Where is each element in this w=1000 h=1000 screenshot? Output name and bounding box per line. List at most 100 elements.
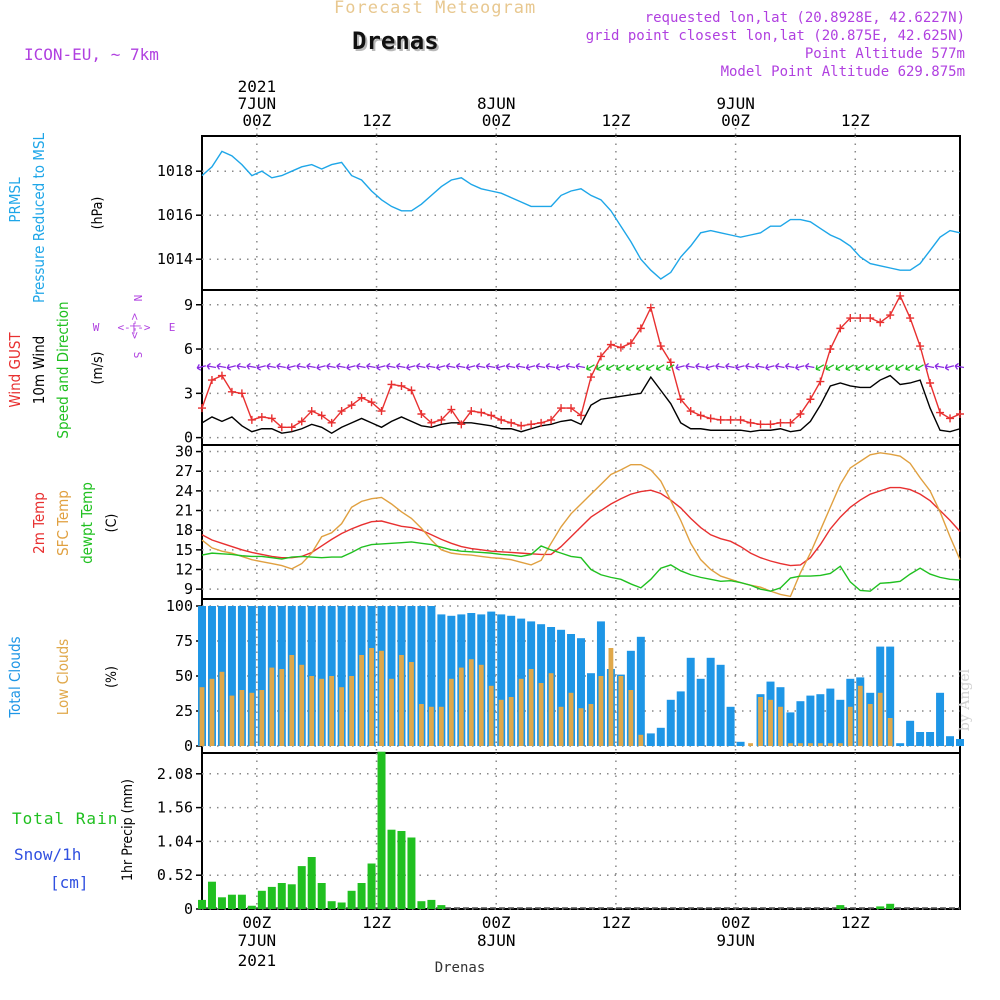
gust-marker	[327, 418, 336, 427]
low-cloud-bar	[219, 671, 225, 746]
wind-direction-arrow	[665, 364, 675, 371]
wind-direction-arrow	[386, 362, 396, 370]
top-year-label: 2021	[238, 77, 277, 96]
low-cloud-bar	[448, 678, 454, 746]
low-cloud-bar	[359, 655, 364, 746]
gust-marker	[547, 415, 556, 424]
wind-direction-arrow	[595, 364, 605, 371]
footer-location: Drenas	[435, 960, 486, 976]
bottom-time-tick-label: 12Z	[601, 913, 630, 932]
wind-direction-arrow	[615, 364, 625, 371]
low-cloud-bar	[399, 655, 404, 746]
top-time-tick-label: 00Z	[482, 111, 511, 130]
wind-direction-arrow	[825, 364, 835, 371]
panel-1-tick-label: 1014	[157, 250, 193, 268]
gust-marker	[726, 415, 735, 424]
rain-bar	[387, 829, 396, 909]
wind-direction-arrow	[705, 364, 715, 371]
low-cloud-bar	[847, 706, 853, 746]
gust-marker	[656, 342, 665, 351]
low-cloud-bar	[778, 706, 783, 746]
wind-direction-arrow	[535, 362, 546, 370]
total-cloud-bar	[656, 727, 665, 746]
wind-direction-arrow	[286, 364, 296, 371]
model-label: ICON-EU, ~ 7km	[24, 45, 159, 64]
low-cloud-bar	[588, 704, 594, 746]
gust-marker	[407, 386, 416, 395]
gust-marker	[307, 407, 316, 416]
low-cloud-bar	[817, 743, 823, 746]
wind-direction-arrow	[775, 362, 785, 370]
total-cloud-bar	[247, 606, 256, 746]
top-time-tick-label: 00Z	[242, 111, 271, 130]
total-cloud-bar	[557, 629, 566, 746]
gust-marker	[646, 303, 655, 312]
total-cloud-bar	[836, 699, 845, 746]
low-cloud-bar	[239, 690, 245, 746]
total-cloud-bar	[237, 606, 246, 746]
wind-direction-arrow	[934, 362, 945, 370]
clouds-unit-label: (%)	[104, 666, 120, 688]
gust-marker	[477, 408, 486, 417]
low-cloud-bar	[568, 692, 574, 746]
compass-ns-arrow: <-|->	[128, 312, 141, 339]
wind-direction-arrow	[425, 362, 436, 370]
rain-bar	[307, 857, 316, 909]
wind-direction-arrow	[765, 364, 775, 371]
total-cloud-bar	[497, 614, 506, 746]
panel-5-tick-label: 1.56	[157, 799, 193, 817]
low-cloud-bar	[837, 743, 843, 746]
wind-direction-arrow	[296, 362, 306, 370]
rain-bar	[247, 905, 256, 909]
panel-3-tick-label: 12	[175, 561, 193, 579]
rain-bar	[198, 899, 206, 909]
gust-marker	[377, 407, 386, 416]
low-cloud-bar	[229, 695, 235, 746]
rain-bar	[267, 886, 276, 909]
wind-direction-arrow	[635, 364, 645, 371]
rain-bar	[217, 897, 226, 909]
rain-bar	[337, 902, 346, 909]
credit-text: by Angel	[957, 668, 974, 732]
panel-frame-1	[201, 135, 961, 291]
temp-sfc-label: SFC Temp	[54, 490, 72, 556]
wind-direction-arrow	[236, 362, 246, 370]
compass-e: E	[169, 321, 176, 334]
snow-unit-label: [cm]	[50, 873, 89, 892]
gust-marker	[706, 414, 715, 423]
gust-marker	[227, 387, 236, 396]
low-cloud-bar	[259, 690, 265, 746]
bottom-day-label: 9JUN	[716, 931, 755, 950]
gust-marker	[866, 314, 875, 323]
wind-direction-arrow	[256, 364, 266, 371]
panel-5-tick-label: 0	[184, 900, 193, 918]
wind-direction-arrow	[855, 364, 865, 371]
gust-marker	[467, 407, 476, 416]
requested-lonlat: requested lon,lat (20.8928E, 42.6227N)	[644, 10, 965, 26]
gust-marker	[736, 415, 745, 424]
gust-marker	[616, 343, 625, 352]
rain-bar	[377, 751, 386, 909]
wind-direction-arrow	[605, 364, 615, 371]
gust-marker	[297, 417, 306, 426]
gust-marker	[876, 318, 885, 327]
gust-marker	[527, 420, 536, 429]
total-cloud-bar	[906, 720, 915, 746]
total-cloud-bar	[227, 606, 236, 746]
wind-direction-arrow	[715, 362, 725, 370]
low-cloud-bar	[319, 678, 325, 746]
wind-direction-arrow	[645, 364, 655, 371]
gust-marker	[716, 415, 725, 424]
low-cloud-bar	[379, 650, 384, 746]
bottom-year-label: 2021	[238, 951, 277, 970]
gust-marker	[936, 408, 945, 417]
wind-direction-arrow	[455, 362, 466, 370]
total-cloud-bar	[736, 741, 745, 746]
wind-direction-arrow	[915, 364, 924, 371]
wind-direction-arrow	[206, 362, 217, 370]
rain-bar	[277, 883, 286, 909]
gust-marker	[517, 421, 526, 430]
wind-dir-label: Speed and Direction	[54, 301, 72, 438]
low-cloud-bar	[548, 673, 554, 746]
temp-sfc-line	[201, 452, 961, 598]
